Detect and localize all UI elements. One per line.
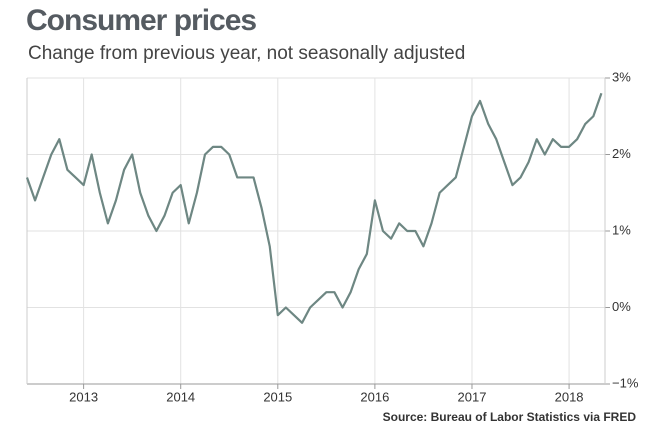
x-tick-label: 2018 [555, 389, 584, 404]
y-tick-label: 0% [612, 299, 631, 314]
y-tick-label: 2% [612, 146, 631, 161]
y-tick-label: −1% [612, 375, 639, 390]
chart-title: Consumer prices [26, 4, 256, 37]
y-tick-label: 3% [612, 69, 631, 84]
x-tick-label: 2017 [458, 389, 487, 404]
x-tick-label: 2013 [69, 389, 98, 404]
data-line [25, 92, 603, 324]
chart-subtitle: Change from previous year, not seasonall… [28, 43, 465, 64]
x-tick-label: 2014 [166, 389, 195, 404]
y-tick-label: 1% [612, 222, 631, 237]
x-tick-label: 2015 [263, 389, 292, 404]
source: Source: Bureau of Labor Statistics via F… [383, 410, 637, 424]
x-tick-label: 2016 [360, 389, 389, 404]
